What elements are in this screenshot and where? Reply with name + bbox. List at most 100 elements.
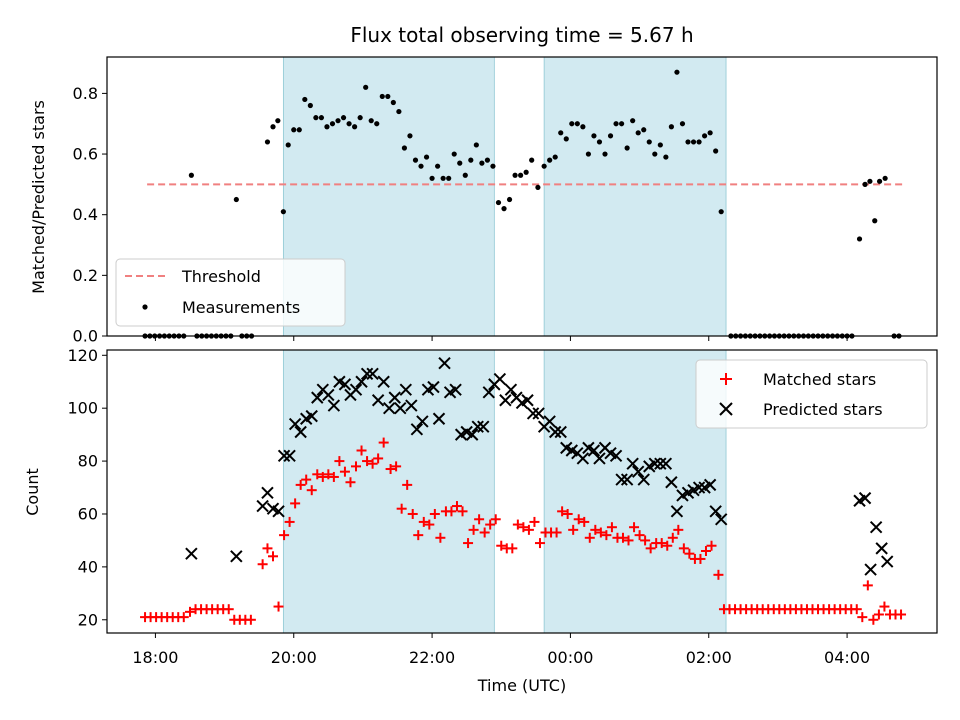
matched-star-point xyxy=(579,516,590,527)
predicted-star-point xyxy=(230,550,243,563)
predicted-star-point-b xyxy=(493,372,507,386)
predicted-star-point-b xyxy=(880,555,894,568)
predicted-star-point xyxy=(654,457,667,470)
matched-star-point xyxy=(713,569,724,580)
matched-star-point xyxy=(678,543,689,554)
predicted-star-point-b xyxy=(626,457,639,470)
measurement-point xyxy=(535,184,541,191)
matched-star-point xyxy=(568,524,579,535)
matched-star-point xyxy=(367,458,378,469)
predicted-star-point xyxy=(709,505,722,518)
measurement-point xyxy=(457,160,463,166)
predicted-star-point xyxy=(427,380,440,394)
matched-star-point xyxy=(356,445,367,456)
measurement-point xyxy=(501,206,507,212)
matched-star-point xyxy=(862,580,873,591)
measurement-point xyxy=(585,151,592,157)
predicted-star-point xyxy=(432,412,446,425)
matched-star-point xyxy=(413,530,424,541)
y-tick-label: 100 xyxy=(67,399,98,418)
matched-star-point xyxy=(851,604,862,615)
predicted-star-point-b xyxy=(615,473,628,486)
measurement-point xyxy=(368,118,374,124)
y-tick-label: 0.0 xyxy=(73,327,98,346)
top-legend-box xyxy=(115,258,346,327)
measurement-point xyxy=(418,163,424,169)
measurement-point xyxy=(713,148,719,154)
measurement-point xyxy=(490,163,496,169)
predicted-star-point xyxy=(394,401,407,415)
matched-star-point xyxy=(185,606,195,617)
measurement-point xyxy=(882,175,888,181)
top-axes-frame xyxy=(106,56,938,337)
matched-star-point xyxy=(402,479,413,490)
x-tick-label: 22:00 xyxy=(409,648,455,667)
predicted-star-point-b xyxy=(366,367,379,381)
predicted-star-point xyxy=(416,415,429,428)
matched-star-point xyxy=(695,553,706,564)
predicted-star-point-b xyxy=(703,478,717,492)
matched-star-point xyxy=(479,527,490,538)
predicted-star-point xyxy=(185,547,198,560)
measurement-point xyxy=(363,84,369,90)
measurement-point xyxy=(624,145,630,151)
measurement-point xyxy=(619,121,625,127)
predicted-star-point-b xyxy=(587,444,601,457)
measurement-point xyxy=(440,175,446,181)
y-tick-label: 0.8 xyxy=(73,84,98,103)
predicted-star-point-b xyxy=(305,409,318,423)
predicted-star-point xyxy=(256,499,269,513)
matched-star-point xyxy=(606,522,617,533)
predicted-star-point xyxy=(554,425,567,439)
predicted-star-point xyxy=(305,409,318,423)
observing-window-shade-1 xyxy=(543,56,727,337)
predicted-star-point-b xyxy=(654,457,667,470)
predicted-star-point xyxy=(471,420,484,433)
matched-star-point xyxy=(223,604,234,615)
matched-star-point xyxy=(529,516,540,527)
y-tick-label: 60 xyxy=(78,504,98,523)
predicted-star-point-b xyxy=(582,441,595,455)
matched-star-point xyxy=(629,522,640,533)
predicted-star-point xyxy=(355,375,368,388)
predicted-star-point-b xyxy=(482,386,496,399)
measurement-point xyxy=(484,157,491,163)
matched-star-point xyxy=(378,437,389,448)
predicted-star-point xyxy=(875,542,888,555)
predicted-star-point-b xyxy=(449,383,462,396)
measurement-point xyxy=(563,136,569,142)
matched-star-point xyxy=(485,519,496,530)
measurement-point xyxy=(435,163,441,169)
predicted-star-point-b xyxy=(256,499,269,513)
measurement-point xyxy=(529,157,535,163)
predicted-star-point xyxy=(521,394,534,407)
predicted-star-point xyxy=(532,407,545,420)
matched-star-point xyxy=(595,527,606,538)
predicted-star-point-b xyxy=(499,394,512,407)
legend-measurements-label: Measurements xyxy=(182,298,300,317)
predicted-star-point xyxy=(593,452,606,465)
predicted-star-point-b xyxy=(377,375,390,388)
measurement-point xyxy=(473,142,479,148)
measurement-point xyxy=(569,121,575,127)
predicted-star-point xyxy=(377,375,390,388)
bottom-legend: Matched stars Predicted stars xyxy=(695,359,928,429)
measurement-point xyxy=(607,133,614,139)
matched-star-point xyxy=(391,461,402,472)
predicted-star-point-b xyxy=(460,425,473,439)
matched-star-point xyxy=(496,540,507,551)
measurement-point xyxy=(867,178,873,184)
measurement-point xyxy=(679,121,686,127)
matched-star-point xyxy=(463,538,474,549)
matched-star-point xyxy=(245,614,256,625)
measurement-point xyxy=(270,124,276,130)
predicted-star-point-b xyxy=(637,473,650,486)
measurement-point xyxy=(318,115,325,121)
measurement-point xyxy=(876,178,883,184)
legend-predicted-swatch xyxy=(719,402,733,416)
matched-star-point xyxy=(446,506,457,517)
bottom-y-axis-label: Count xyxy=(23,468,42,516)
measurement-point xyxy=(690,139,697,145)
predicted-star-point-b xyxy=(532,407,545,420)
measurement-point xyxy=(324,124,330,130)
